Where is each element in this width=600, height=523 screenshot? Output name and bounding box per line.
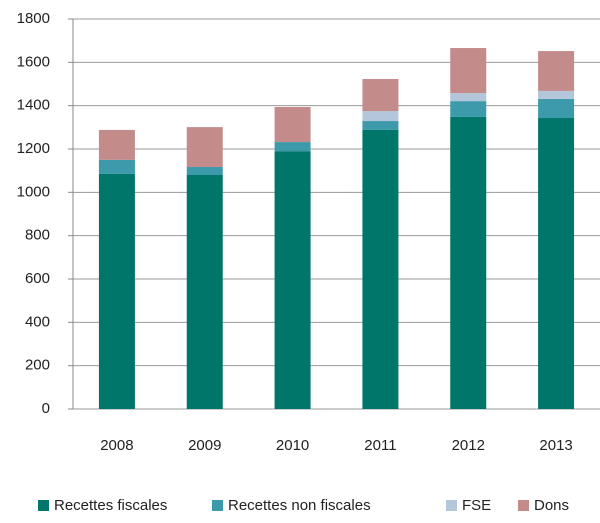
x-tick-label: 2011 <box>364 437 396 454</box>
legend-swatch <box>38 500 49 511</box>
bar-segment <box>98 129 135 160</box>
bar-segment <box>362 129 399 409</box>
bar-segment <box>538 98 575 119</box>
x-tick-label: 2010 <box>276 437 309 454</box>
bar-segment <box>450 101 487 117</box>
bar-segment <box>538 51 575 91</box>
bar-segment <box>186 127 223 167</box>
legend-label: Recettes fiscales <box>54 497 167 514</box>
legend-label: Dons <box>534 497 569 514</box>
legend-swatch <box>212 500 223 511</box>
bar-segment <box>362 111 399 122</box>
legend-label: FSE <box>462 497 491 514</box>
y-tick-label: 1000 <box>17 183 50 200</box>
y-tick-label: 1200 <box>17 140 50 157</box>
bar-segment <box>362 121 399 130</box>
bar-segment <box>98 173 135 409</box>
x-tick-label: 2009 <box>188 437 221 454</box>
y-tick-label: 200 <box>25 357 50 374</box>
x-tick-label: 2012 <box>452 437 485 454</box>
x-tick-label: 2013 <box>539 437 572 454</box>
y-tick-label: 400 <box>25 313 50 330</box>
x-tick-label: 2008 <box>100 437 133 454</box>
bar-segment <box>450 48 487 94</box>
y-tick-label: 1400 <box>17 97 50 114</box>
y-tick-label: 600 <box>25 270 50 287</box>
bar-segment <box>274 142 311 152</box>
bar-segment <box>274 106 311 143</box>
legend-label: Recettes non fiscales <box>228 497 371 514</box>
bar-segment <box>538 90 575 99</box>
bar-segment <box>362 79 399 112</box>
legend-swatch <box>446 500 457 511</box>
y-tick-label: 800 <box>25 227 50 244</box>
bar-segment <box>98 159 135 174</box>
bar-segment <box>274 151 311 409</box>
bar-segment <box>186 175 223 409</box>
bar-segment <box>538 118 575 410</box>
bar-segment <box>450 93 487 102</box>
legend-swatch <box>518 500 529 511</box>
bar-segment <box>450 116 487 409</box>
y-tick-label: 1800 <box>17 10 50 27</box>
y-tick-label: 1600 <box>17 53 50 70</box>
bar-segment <box>186 166 223 175</box>
y-tick-label: 0 <box>42 400 50 417</box>
